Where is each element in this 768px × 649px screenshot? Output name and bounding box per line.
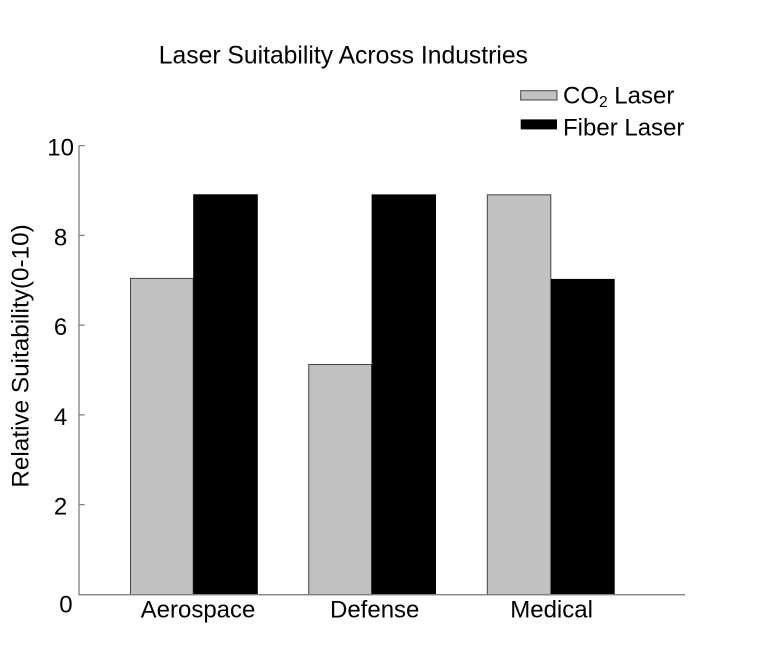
svg-text:Defense: Defense bbox=[330, 597, 419, 624]
svg-text:CO2 Laser: CO2 Laser bbox=[563, 82, 674, 111]
svg-text:0: 0 bbox=[59, 592, 72, 619]
svg-text:Relative Suitability(0-10): Relative Suitability(0-10) bbox=[8, 224, 35, 487]
svg-text:2: 2 bbox=[54, 494, 67, 521]
svg-text:Fiber Laser: Fiber Laser bbox=[563, 114, 684, 141]
svg-text:Laser Suitability Across Indus: Laser Suitability Across Industries bbox=[159, 42, 528, 69]
svg-text:Medical: Medical bbox=[510, 597, 593, 624]
svg-text:10: 10 bbox=[47, 135, 74, 162]
svg-text:8: 8 bbox=[54, 224, 67, 251]
svg-text:Aerospace: Aerospace bbox=[141, 597, 256, 624]
svg-text:6: 6 bbox=[54, 314, 67, 341]
svg-text:4: 4 bbox=[54, 404, 67, 431]
